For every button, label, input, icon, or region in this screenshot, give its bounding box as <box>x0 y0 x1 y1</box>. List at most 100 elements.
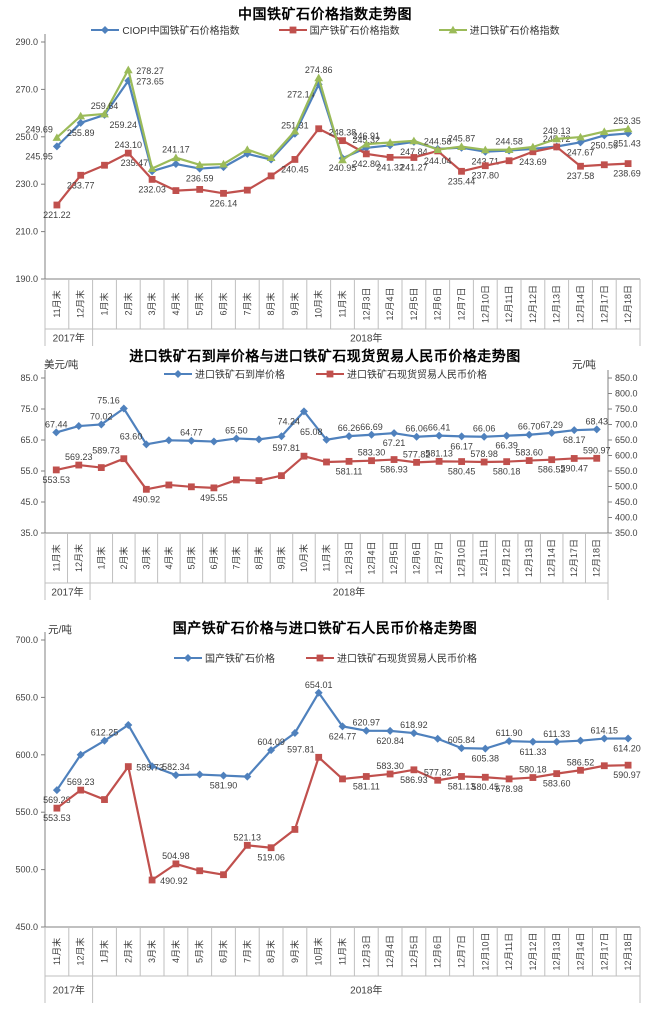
chart2-legend-item-cif: 进口铁矿石到岸价格 <box>163 366 285 381</box>
category-label: 12月6日 <box>433 287 443 320</box>
axis-tick-label: 650.0 <box>15 692 38 702</box>
square-marker-icon <box>124 149 132 157</box>
square-marker-icon <box>267 844 275 852</box>
diamond-marker-icon <box>290 728 299 737</box>
category-label: 8月末 <box>265 940 276 963</box>
triangle-marker-icon <box>448 25 458 33</box>
diamond-line-marker-icon <box>173 653 203 663</box>
square-marker-icon <box>525 457 533 464</box>
category-label: 2月末 <box>122 940 133 963</box>
data-point-label: 251.31 <box>281 121 309 131</box>
axis-tick-label: 850.0 <box>615 373 638 383</box>
triangle-line-marker-icon <box>438 25 468 35</box>
data-point-label: 67.21 <box>383 438 406 448</box>
diamond-marker-icon <box>481 744 490 753</box>
diamond-marker-icon <box>119 404 128 413</box>
data-point-label: 63.60 <box>120 431 143 441</box>
data-point-label: 247.84 <box>400 147 428 157</box>
square-marker-icon <box>172 187 180 194</box>
category-label: 4月末 <box>170 292 181 315</box>
category-label: 12月10日 <box>480 932 490 970</box>
data-point-label: 65.08 <box>300 427 323 437</box>
data-point-label: 583.60 <box>543 779 571 789</box>
category-label: 12月4日 <box>367 541 377 574</box>
category-label: 12月17日 <box>599 932 609 970</box>
data-point-label: 597.81 <box>272 443 300 453</box>
data-point-label: 580.18 <box>493 467 521 477</box>
square-marker-icon <box>593 454 601 462</box>
diamond-marker-icon <box>232 434 241 443</box>
data-point-label: 232.03 <box>138 184 166 194</box>
category-label: 3月末 <box>146 940 157 963</box>
category-label: 12月11日 <box>479 539 489 576</box>
triangle-marker-icon <box>457 142 466 150</box>
data-point-label: 583.60 <box>515 448 543 458</box>
category-label: 12月3日 <box>361 287 371 320</box>
triangle-marker-icon <box>266 153 276 162</box>
chart2-legend-label-spot-rmb: 进口铁矿石现货贸易人民币价格 <box>347 370 487 381</box>
data-point-label: 65.50 <box>225 425 248 435</box>
square-marker-icon <box>624 761 632 769</box>
diamond-marker-icon <box>576 736 585 745</box>
data-point-label: 553.53 <box>43 813 71 823</box>
triangle-marker-icon <box>504 145 514 154</box>
square-marker-icon <box>77 786 85 794</box>
category-label: 12月末 <box>73 544 84 572</box>
triangle-marker-icon <box>242 145 252 153</box>
data-point-label: 66.06 <box>473 424 496 434</box>
square-marker-icon <box>413 458 420 466</box>
data-point-label: 66.41 <box>428 423 451 433</box>
axis-tick-label: 85.0 <box>20 373 38 383</box>
data-point-label: 238.69 <box>613 169 641 179</box>
diamond-marker-icon <box>76 750 85 759</box>
triangle-marker-icon <box>314 73 324 82</box>
category-label: 4月末 <box>163 546 174 569</box>
data-point-label: 581.11 <box>353 781 380 791</box>
category-label: 2月末 <box>122 292 133 315</box>
year-label: 2018年 <box>333 586 365 599</box>
year-label: 2018年 <box>350 984 382 997</box>
diamond-marker-icon <box>148 762 157 771</box>
category-label: 5月末 <box>194 940 205 963</box>
chart-3-plot: 700.0 650.0 600.0 550.0 500.0 450.0 11月末 12月末 1月… <box>15 632 641 1003</box>
diamond-marker-icon <box>505 737 514 746</box>
year-label: 2017年 <box>53 984 85 997</box>
square-marker-icon <box>505 775 513 783</box>
square-marker-icon <box>410 154 418 161</box>
data-point-label: 67.44 <box>45 419 68 429</box>
data-point-label: 241.17 <box>162 145 190 155</box>
square-marker-icon <box>278 472 285 480</box>
axis-tick-label: 55.0 <box>20 466 38 476</box>
diamond-marker-icon <box>525 430 534 439</box>
diamond-marker-icon <box>409 729 418 738</box>
triangle-marker-icon <box>623 124 633 133</box>
chart2-legend-item-spot-rmb: 进口铁矿石现货贸易人民币价格 <box>315 366 487 381</box>
category-label: 11月末 <box>321 544 332 571</box>
legend-marker-glyph <box>164 369 192 378</box>
square-marker-icon <box>267 172 275 180</box>
data-point-label: 273.65 <box>136 77 164 87</box>
category-label: 3月末 <box>140 546 151 569</box>
category-label: 10月末 <box>298 544 309 572</box>
data-point-label: 624.77 <box>329 731 357 741</box>
diamond-marker-icon <box>52 142 61 151</box>
diamond-marker-icon <box>299 407 308 416</box>
data-point-label: 580.45 <box>448 467 476 477</box>
square-marker-icon <box>505 157 513 165</box>
data-point-label: 253.35 <box>613 116 641 126</box>
square-marker-icon <box>553 770 561 778</box>
category-label: 11月末 <box>50 544 61 571</box>
category-label: 12月4日 <box>385 287 395 320</box>
axis-tick-label: 250.0 <box>15 132 38 142</box>
data-point-label: 582.34 <box>162 762 190 772</box>
data-point-label: 75.16 <box>97 396 120 406</box>
triangle-marker-icon <box>290 126 300 135</box>
square-marker-icon <box>291 156 299 163</box>
category-label: 1月末 <box>99 940 110 963</box>
data-point-label: 519.06 <box>257 853 285 863</box>
data-point-label: 67.29 <box>540 420 563 430</box>
chart3-legend-item-domestic-price: 国产铁矿石价格 <box>173 650 275 665</box>
data-point-label: 272.14 <box>287 89 315 99</box>
data-point-label: 614.20 <box>613 743 641 753</box>
